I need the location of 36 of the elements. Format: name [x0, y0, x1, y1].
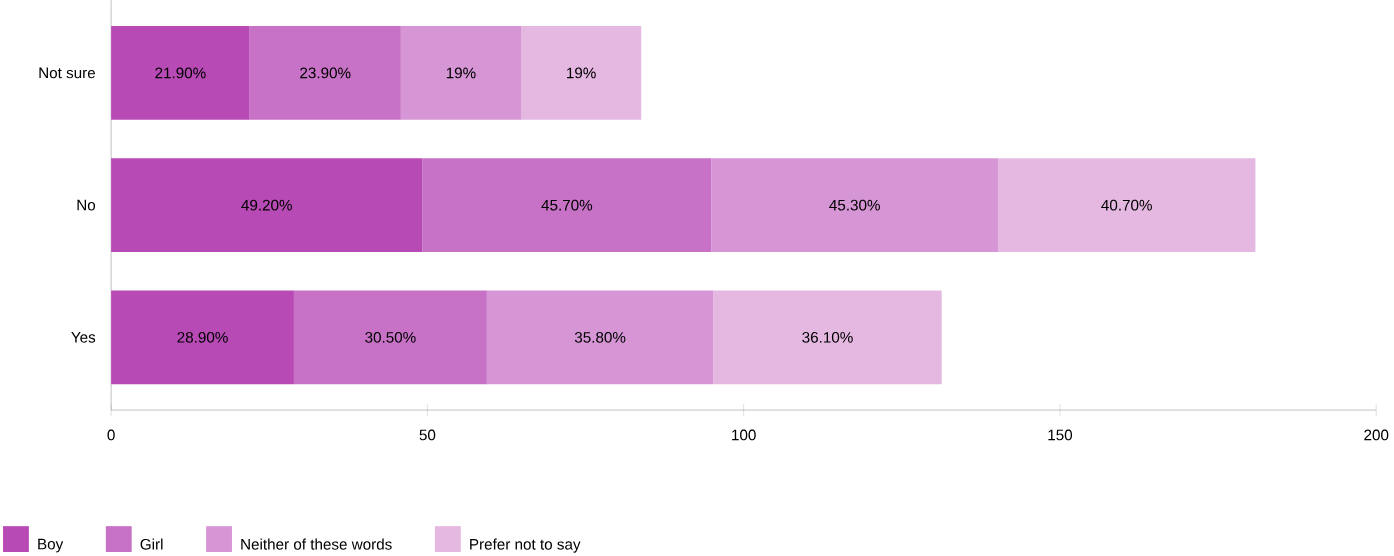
- data-label: 30.50%: [365, 332, 416, 343]
- data-label: 19%: [446, 67, 476, 79]
- bar: [400, 26, 522, 120]
- bar: [521, 26, 642, 120]
- data-label: 49.20%: [241, 199, 292, 211]
- data-label: 21.90%: [155, 67, 206, 79]
- bar: [486, 290, 714, 385]
- x-tick-label: 0: [107, 429, 115, 441]
- y-tick-label: Not sure: [39, 67, 96, 79]
- y-tick-label: No: [77, 199, 96, 211]
- legend-label: Girl: [140, 538, 163, 550]
- y-tick-label: Yes: [71, 332, 96, 343]
- legend-label: Neither of these words: [241, 538, 392, 550]
- x-tick-label: 50: [419, 429, 436, 441]
- data-label: 35.80%: [574, 332, 626, 343]
- bar: [111, 158, 423, 253]
- legend-label: Boy: [38, 538, 64, 553]
- data-label: 45.30%: [829, 199, 880, 211]
- data-label: 23.90%: [300, 67, 351, 79]
- bar: [997, 158, 1256, 253]
- bar: [713, 290, 942, 385]
- data-label: 45.70%: [541, 199, 593, 211]
- bar: [711, 158, 998, 253]
- bar: [293, 290, 487, 385]
- bar: [249, 26, 401, 120]
- data-label: 40.70%: [1101, 199, 1152, 211]
- x-tick-label: 150: [1048, 429, 1073, 441]
- legend-label: Prefer not to say: [470, 538, 581, 553]
- data-label: 19%: [567, 67, 596, 79]
- bar: [111, 290, 294, 385]
- data-label: 28.90%: [177, 332, 228, 343]
- x-tick-label: 200: [1364, 429, 1389, 441]
- data-label: 36.10%: [802, 332, 853, 343]
- x-tick-label: 100: [732, 429, 756, 441]
- bar: [422, 158, 712, 253]
- bar: [111, 26, 250, 120]
